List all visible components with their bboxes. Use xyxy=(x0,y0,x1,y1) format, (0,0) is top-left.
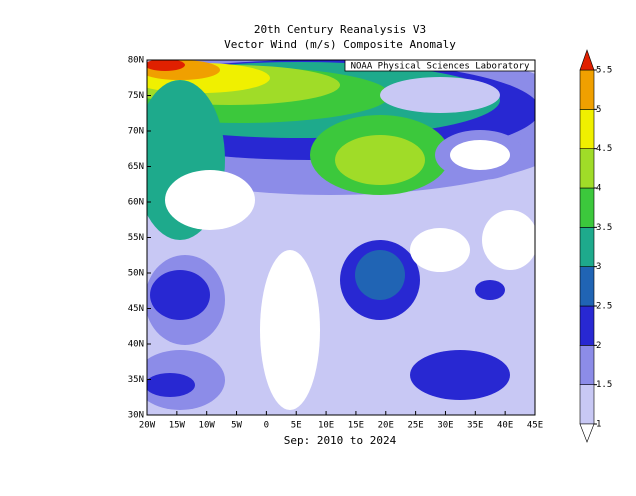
colorbar-label: 1.5 xyxy=(596,380,612,390)
colorbar-bin xyxy=(579,384,595,425)
chart-subtitle: Vector Wind (m/s) Composite Anomaly xyxy=(224,38,456,51)
y-tick-label: 40N xyxy=(128,340,144,350)
colorbar-label: 3 xyxy=(596,262,601,272)
y-tick-label: 35N xyxy=(128,375,144,385)
y-tick-label: 45N xyxy=(128,304,144,314)
y-tick-label: 50N xyxy=(128,269,144,279)
x-tick-label: 45E xyxy=(527,421,543,431)
colorbar-bin xyxy=(579,305,595,346)
x-tick-label: 5E xyxy=(291,421,302,431)
colorbar-label: 4 xyxy=(596,184,601,194)
colorbar-under xyxy=(579,423,595,443)
y-tick-label: 30N xyxy=(128,411,144,421)
x-tick-label: 10W xyxy=(199,421,216,431)
y-tick-label: 75N xyxy=(128,91,144,101)
colorbar-bin xyxy=(579,227,595,267)
chart-title: 20th Century Reanalysis V3 xyxy=(254,23,426,36)
colorbar-over xyxy=(579,49,595,71)
x-tick-label: 30E xyxy=(437,421,453,431)
x-tick-label: 25E xyxy=(407,421,423,431)
x-tick-label: 15W xyxy=(169,421,186,431)
x-tick-label: 40E xyxy=(497,421,513,431)
x-tick-label: 20E xyxy=(378,421,394,431)
x-tick-label: 20W xyxy=(139,421,156,431)
colorbar-bin xyxy=(579,148,595,189)
x-tick-label: 15E xyxy=(348,421,364,431)
period-label: Sep: 2010 to 2024 xyxy=(284,434,397,447)
colorbar-label: 2.5 xyxy=(596,302,612,312)
colorbar-label: 3.5 xyxy=(596,223,612,233)
colorbar-label: 5.5 xyxy=(596,66,612,76)
y-tick-label: 60N xyxy=(128,198,144,208)
colorbar-label: 5 xyxy=(596,105,601,115)
y-tick-label: 70N xyxy=(128,127,144,137)
colorbar-bin xyxy=(579,109,595,149)
x-tick-label: 10E xyxy=(318,421,334,431)
colorbar-bin xyxy=(579,187,595,228)
y-tick-label: 65N xyxy=(128,162,144,172)
x-tick-label: 0 xyxy=(264,421,269,431)
colorbar-label: 1 xyxy=(596,420,601,430)
colorbar-bin xyxy=(579,69,595,110)
colorbar-bin xyxy=(579,266,595,307)
colorbar-bin xyxy=(579,345,595,385)
colorbar-label: 2 xyxy=(596,341,601,351)
y-tick-label: 55N xyxy=(128,233,144,243)
y-tick-label: 80N xyxy=(128,56,144,66)
credit: NOAA Physical Sciences Laboratory xyxy=(351,62,530,72)
x-tick-label: 35E xyxy=(467,421,483,431)
colorbar-label: 4.5 xyxy=(596,144,612,154)
anomaly-field xyxy=(147,60,535,415)
x-tick-label: 5W xyxy=(231,421,242,431)
